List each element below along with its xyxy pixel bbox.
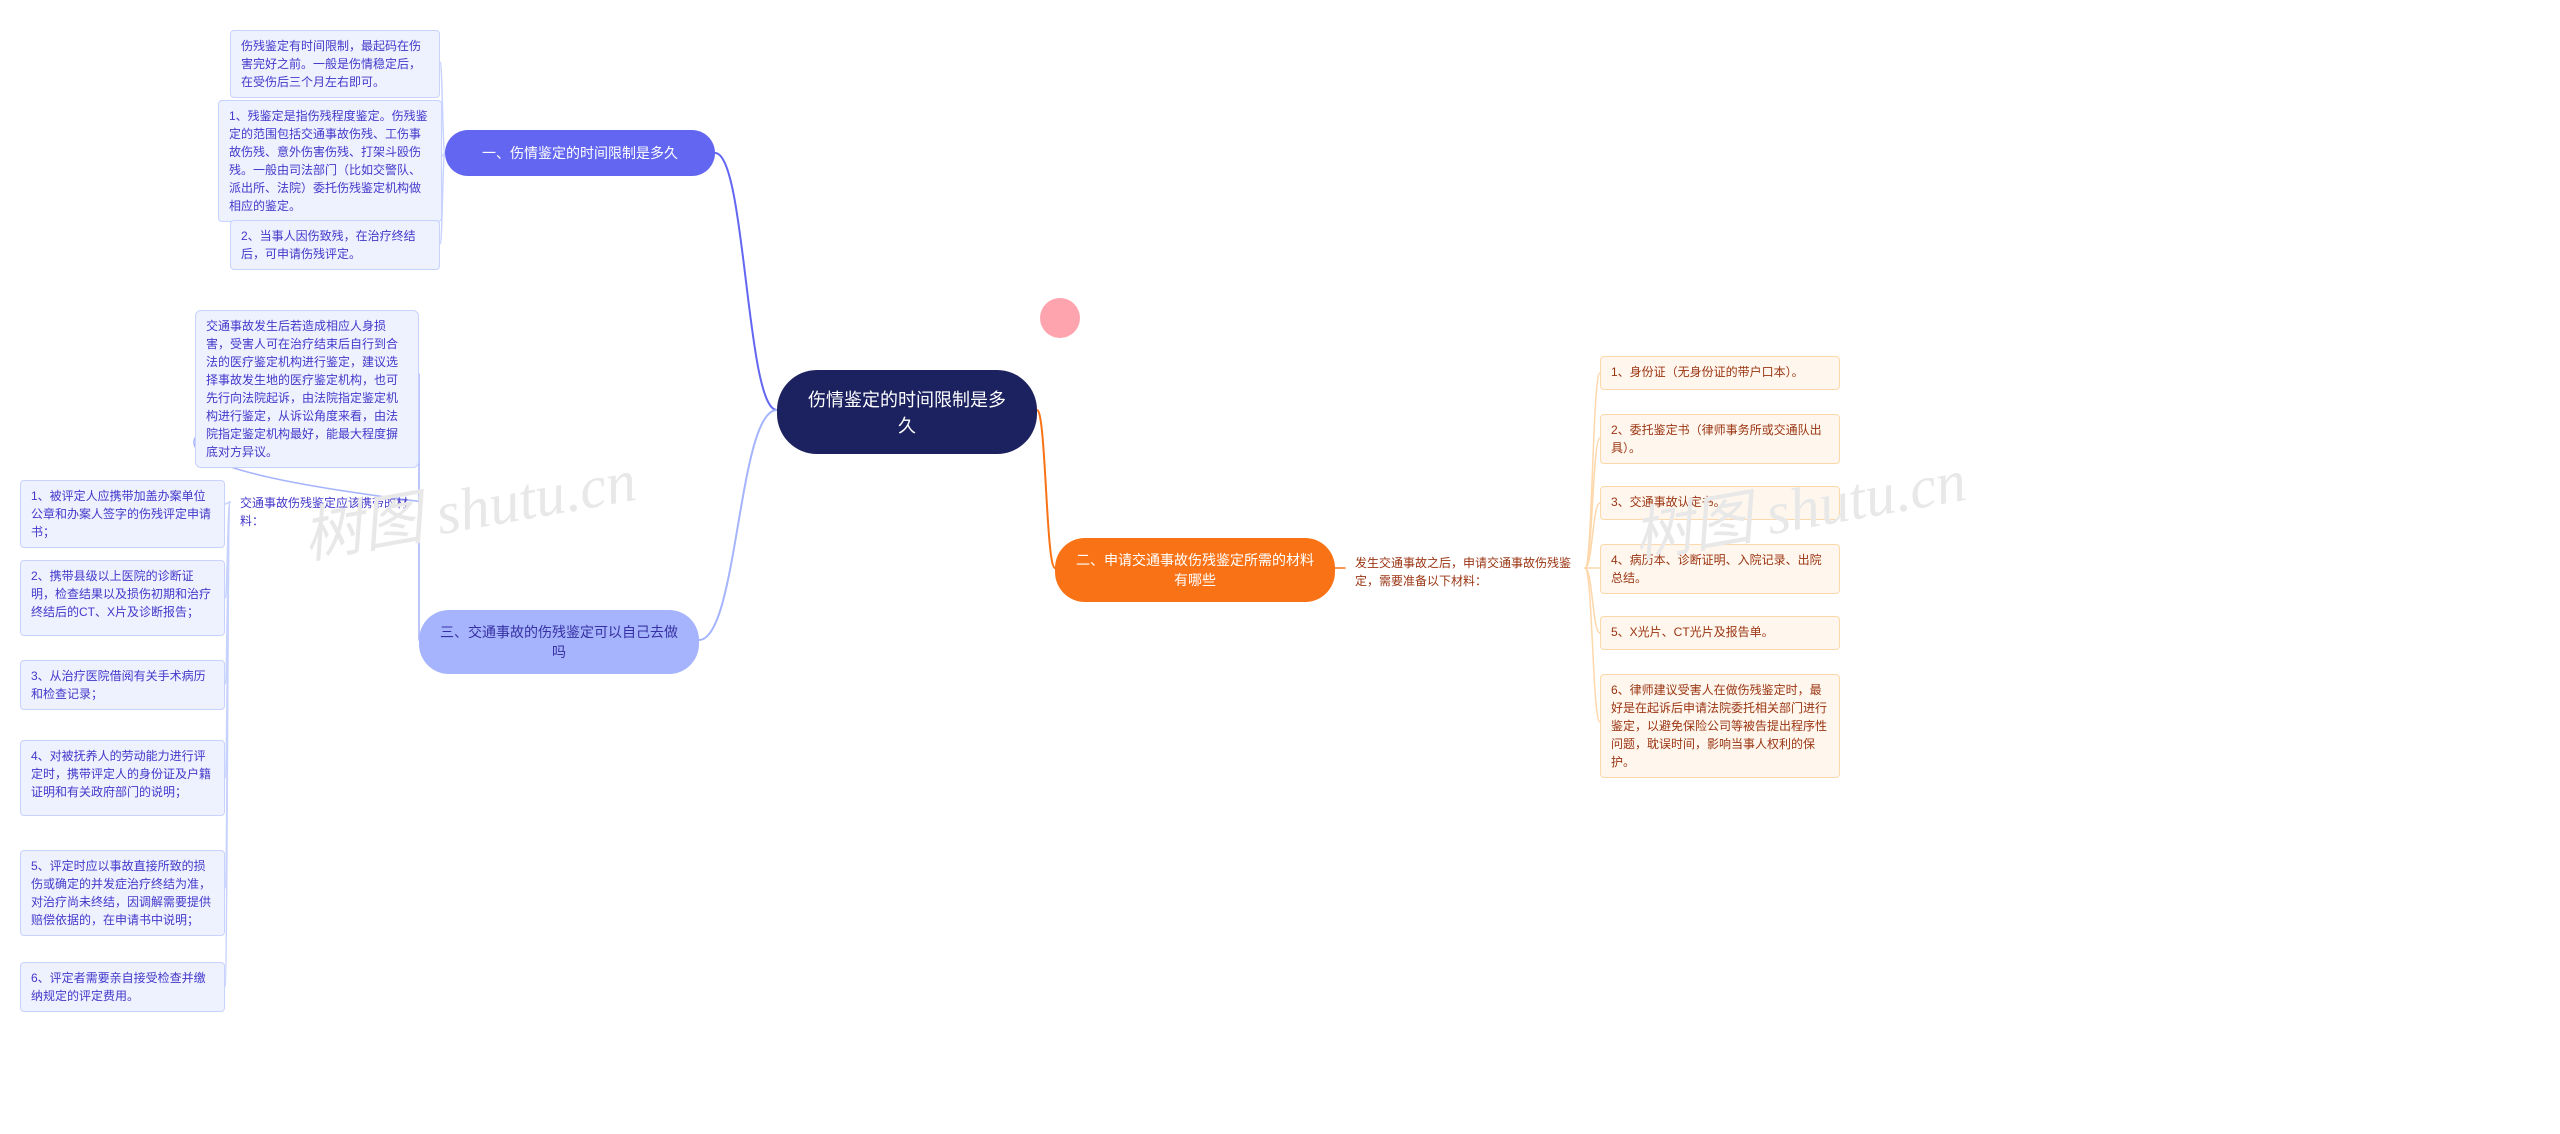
- branch-node[interactable]: 一、伤情鉴定的时间限制是多久: [445, 130, 715, 176]
- leaf-node: 2、当事人因伤致残，在治疗终结后，可申请伤残评定。: [230, 220, 440, 270]
- leaf-node: 1、被评定人应携带加盖办案单位公章和办案人签字的伤残评定申请书；: [20, 480, 225, 548]
- branch-mid-note: 交通事故发生后若造成相应人身损害，受害人可在治疗结束后自行到合法的医疗鉴定机构进…: [195, 310, 419, 468]
- leaf-node: 伤残鉴定有时间限制，最起码在伤害完好之前。一般是伤情稳定后，在受伤后三个月左右即…: [230, 30, 440, 98]
- leaf-node: 5、X光片、CT光片及报告单。: [1600, 616, 1840, 650]
- leaf-node: 6、评定者需要亲自接受检查并缴纳规定的评定费用。: [20, 962, 225, 1012]
- root-node[interactable]: 伤情鉴定的时间限制是多久: [777, 370, 1037, 454]
- branch-node[interactable]: 三、交通事故的伤残鉴定可以自己去做吗: [419, 610, 699, 674]
- leaf-node: 3、从治疗医院借阅有关手术病历和检查记录；: [20, 660, 225, 710]
- branch-node[interactable]: 二、申请交通事故伤残鉴定所需的材料有哪些: [1055, 538, 1335, 602]
- leaf-node: 1、残鉴定是指伤残程度鉴定。伤残鉴定的范围包括交通事故伤残、工伤事故伤残、意外伤…: [218, 100, 442, 222]
- leaf-node: 4、对被抚养人的劳动能力进行评定时，携带评定人的身份证及户籍证明和有关政府部门的…: [20, 740, 225, 816]
- leaf-node: 2、委托鉴定书（律师事务所或交通队出具）。: [1600, 414, 1840, 464]
- branch-mid-note: 发生交通事故之后，申请交通事故伤残鉴定，需要准备以下材料：: [1345, 548, 1585, 596]
- leaf-node: 3、交通事故认定书。: [1600, 486, 1840, 520]
- branch-sub-label: 交通事故伤残鉴定应该携带的材料：: [230, 488, 420, 536]
- leaf-node: 1、身份证（无身份证的带户口本）。: [1600, 356, 1840, 390]
- leaf-node: 4、病历本、诊断证明、入院记录、出院总结。: [1600, 544, 1840, 594]
- leaf-node: 2、携带县级以上医院的诊断证明，检查结果以及损伤初期和治疗终结后的CT、X片及诊…: [20, 560, 225, 636]
- accent-dot: [1040, 298, 1080, 338]
- leaf-node: 6、律师建议受害人在做伤残鉴定时，最好是在起诉后申请法院委托相关部门进行鉴定，以…: [1600, 674, 1840, 778]
- leaf-node: 5、评定时应以事故直接所致的损伤或确定的并发症治疗终结为准，对治疗尚未终结，因调…: [20, 850, 225, 936]
